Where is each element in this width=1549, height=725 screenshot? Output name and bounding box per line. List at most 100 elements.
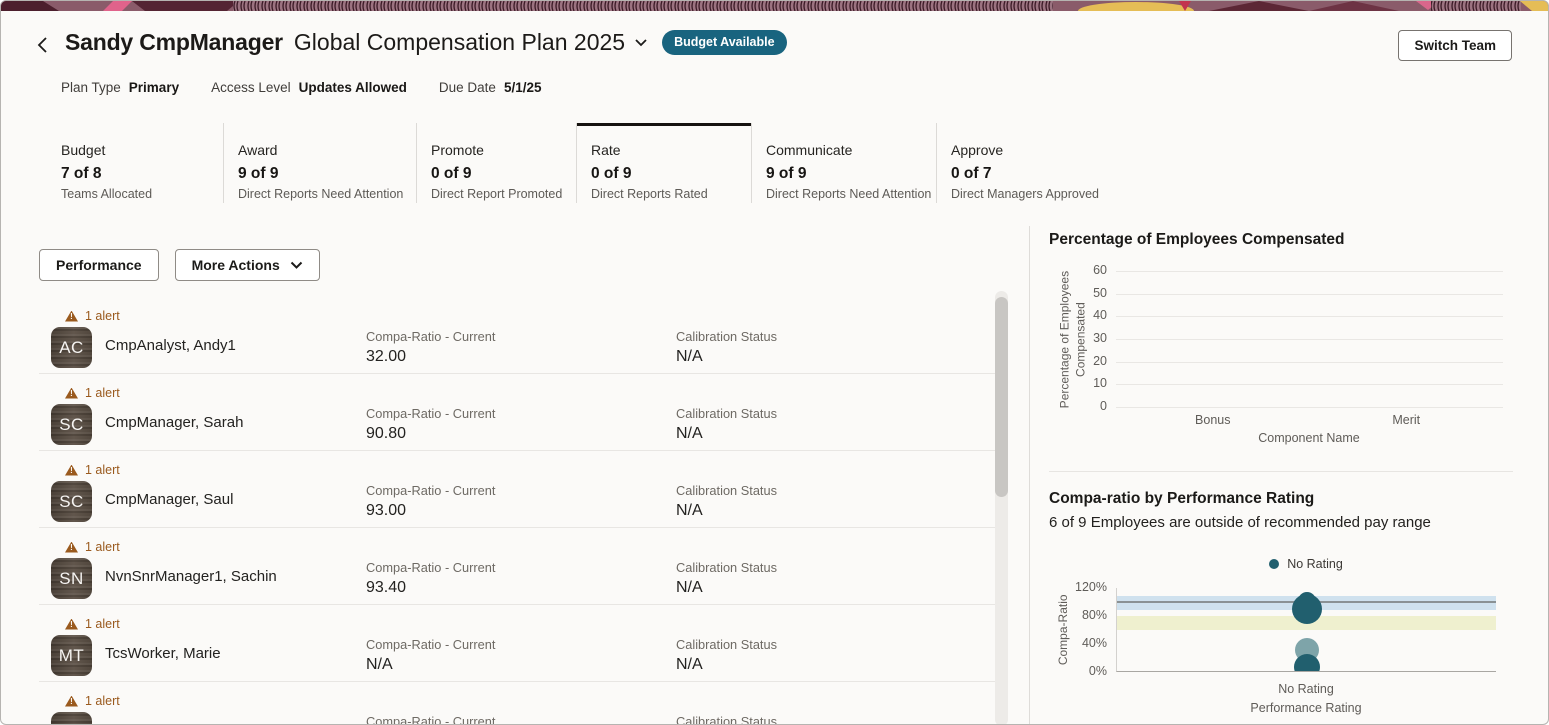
avatar[interactable]: SN (51, 558, 92, 599)
calibration-status-field: Calibration Status N/A (676, 406, 777, 443)
alert-count: 1 alert (85, 309, 120, 323)
axis-tick-label: 80% (1081, 608, 1107, 622)
compa-ratio-label: Compa-Ratio - Current (366, 483, 496, 498)
task-step-count: 7 of 8 (61, 165, 102, 182)
alert-count: 1 alert (85, 617, 120, 631)
list-item[interactable]: ! 1 alert SN NvnSnrManager1, Sachin Compa-Ra… (39, 528, 995, 605)
calibration-status-value: N/A (676, 425, 703, 442)
compa-ratio-label: Compa-Ratio - Current (366, 406, 496, 421)
warning-icon: ! (65, 695, 78, 707)
chevron-down-icon[interactable] (634, 38, 648, 47)
compa-ratio-field: Compa-Ratio - Current (366, 714, 496, 725)
compa-ratio-field: Compa-Ratio - Current N/A (366, 637, 495, 674)
avatar[interactable]: SC (51, 481, 92, 522)
calibration-status-field: Calibration Status N/A (676, 483, 777, 520)
bar-chart (1116, 271, 1503, 408)
list-toolbar: Performance More Actions (39, 249, 320, 281)
meta-value: Primary (128, 80, 180, 95)
page-title: Sandy CmpManager Global Compensation Pla… (65, 29, 787, 56)
calibration-status-value: N/A (676, 502, 703, 519)
chart2-y-axis-label: Compa-Ratio (1056, 594, 1071, 666)
meta-item: Due Date 5/1/25 (439, 80, 542, 95)
avatar[interactable]: SC (51, 404, 92, 445)
alert-line: ! 1 alert (65, 463, 995, 477)
performance-button[interactable]: Performance (39, 249, 159, 281)
compa-ratio-label: Compa-Ratio - Current (366, 329, 496, 344)
alert-count: 1 alert (85, 694, 120, 708)
compa-ratio-label: Compa-Ratio - Current (366, 637, 496, 652)
decorative-banner (1, 1, 1548, 11)
list-item[interactable]: ! 1 alert AC CmpAnalyst, Andy1 Compa-Ratio -… (39, 297, 995, 374)
employee-name[interactable]: CmpManager, Saul (105, 491, 234, 508)
more-actions-button[interactable]: More Actions (174, 249, 320, 281)
axis-category-label: Bonus (1195, 413, 1231, 427)
task-step-communicate[interactable]: Communicate 9 of 9 Direct Reports Need Att… (751, 123, 936, 203)
warning-icon: ! (65, 618, 78, 630)
meta-item: Access Level Updates Allowed (211, 80, 407, 95)
chart2-legend: No Rating (1116, 557, 1496, 571)
task-step-name: Budget (61, 142, 106, 158)
axis-tick-label: 30 (1093, 331, 1107, 345)
chart1-y-axis-label: Percentage of Employees Compensated (1057, 270, 1087, 409)
axis-tick-label: 40 (1093, 308, 1107, 323)
axis-tick-label: 0% (1088, 664, 1107, 678)
list-item[interactable]: ! 1 alert Compa-Ratio - Current Calibration… (39, 682, 995, 725)
gridline (1116, 384, 1503, 386)
manager-name: Sandy CmpManager (65, 29, 283, 55)
compa-ratio-field: Compa-Ratio - Current 90.80 (366, 406, 495, 443)
list-item[interactable]: ! 1 alert SC CmpManager, Sarah Compa-Ratio -… (39, 374, 995, 451)
calibration-status-field: Calibration Status N/A (676, 560, 777, 597)
task-step-count: 9 of 9 (766, 165, 807, 182)
avatar[interactable] (51, 712, 92, 724)
scrollbar-thumb[interactable] (995, 297, 1008, 497)
avatar[interactable]: AC (51, 327, 92, 368)
axis-tick-label: 50 (1093, 285, 1107, 300)
task-step-count: 0 of 7 (951, 165, 992, 182)
compa-ratio-value: 93.40 (366, 579, 407, 596)
task-step-description: Direct Reports Need Attention (238, 187, 404, 201)
compa-ratio-label: Compa-Ratio - Current (366, 714, 496, 725)
chart2-title: Compa-ratio by Performance Rating (1049, 490, 1315, 507)
task-step-promote[interactable]: Promote 0 of 9 Direct Report Promoted (416, 123, 576, 203)
plan-name[interactable]: Global Compensation Plan 2025 (293, 29, 626, 55)
compa-ratio-field: Compa-Ratio - Current 93.40 (366, 560, 495, 597)
employee-name[interactable]: NvnSnrManager1, Sachin (105, 568, 277, 585)
task-step-budget[interactable]: Budget 7 of 8 Teams Allocated (61, 123, 223, 203)
chevron-down-icon (290, 261, 302, 269)
chart2-subtitle: 6 of 9 Employees are outside of recommen… (1049, 514, 1431, 531)
chart2-x-axis-label: Performance Rating (1250, 701, 1362, 715)
employee-name[interactable]: CmpAnalyst, Andy1 (105, 337, 236, 354)
axis-tick-label: 0 (1100, 399, 1107, 413)
meta-value: Updates Allowed (298, 80, 407, 95)
pane-divider (1029, 226, 1030, 724)
task-step-description: Direct Reports Need Attention (766, 187, 932, 201)
legend-dot-icon (1269, 559, 1280, 569)
gridline (1116, 361, 1503, 363)
gridline (1116, 407, 1503, 408)
alert-count: 1 alert (85, 386, 120, 400)
compa-ratio-value: 32.00 (366, 348, 407, 365)
list-item[interactable]: ! 1 alert SC CmpManager, Saul Compa-Ratio - … (39, 451, 995, 528)
back-icon[interactable] (37, 34, 55, 56)
gridline (1116, 339, 1503, 340)
scrollbar[interactable] (995, 291, 1008, 724)
task-step-description: Direct Managers Approved (951, 187, 1099, 201)
gridline (1116, 271, 1503, 272)
axis-tick-label: 60 (1093, 263, 1107, 277)
gridline (1116, 316, 1503, 318)
employee-name[interactable]: TcsWorker, Marie (105, 645, 221, 662)
task-step-approve[interactable]: Approve 0 of 7 Direct Managers Approved (936, 123, 1186, 203)
avatar[interactable]: MT (51, 635, 92, 676)
employee-name[interactable]: CmpManager, Sarah (105, 414, 244, 431)
task-step-award[interactable]: Award 9 of 9 Direct Reports Need Attention (223, 123, 416, 203)
task-step-rate[interactable]: Rate 0 of 9 Direct Reports Rated (576, 123, 751, 203)
calibration-status-field: Calibration Status (676, 714, 777, 724)
list-item[interactable]: ! 1 alert MT TcsWorker, Marie Compa-Ratio - … (39, 605, 995, 682)
axis-tick-label: 40% (1081, 636, 1107, 650)
compa-ratio-value: 93.00 (366, 502, 407, 519)
calibration-status-label: Calibration Status (676, 560, 778, 575)
data-bubble (1294, 654, 1320, 671)
meta-label: Due Date (438, 80, 496, 95)
switch-team-button[interactable]: Switch Team (1398, 30, 1512, 61)
